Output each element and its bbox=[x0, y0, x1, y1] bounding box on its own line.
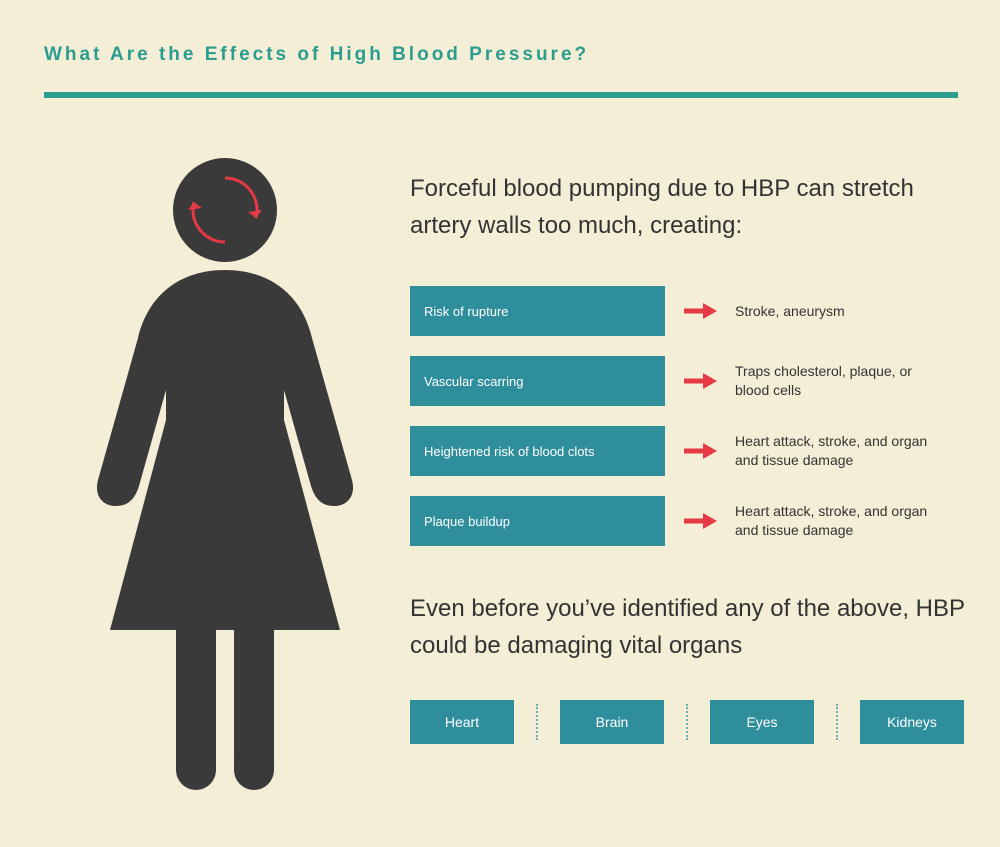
arrow-icon bbox=[665, 443, 735, 459]
effect-result: Heart attack, stroke, and organ and tiss… bbox=[735, 502, 945, 540]
effect-label-box: Risk of rupture bbox=[410, 286, 665, 336]
title-underline bbox=[44, 92, 958, 98]
effect-label-box: Plaque buildup bbox=[410, 496, 665, 546]
effect-row: Risk of rupture Stroke, aneurysm bbox=[410, 282, 970, 340]
organ-pill: Eyes bbox=[710, 700, 814, 744]
organs-list: Heart Brain Eyes Kidneys bbox=[410, 700, 970, 744]
human-figure-svg bbox=[80, 150, 370, 790]
effect-label-box: Heightened risk of blood clots bbox=[410, 426, 665, 476]
organs-intro-text: Even before you’ve identified any of the… bbox=[410, 590, 970, 664]
effects-list: Risk of rupture Stroke, aneurysm Vascula… bbox=[410, 282, 970, 562]
arrow-icon bbox=[665, 303, 735, 319]
effect-row: Vascular scarring Traps cholesterol, pla… bbox=[410, 352, 970, 410]
organ-pill: Brain bbox=[560, 700, 664, 744]
effect-label-box: Vascular scarring bbox=[410, 356, 665, 406]
organ-pill: Kidneys bbox=[860, 700, 964, 744]
effect-result: Heart attack, stroke, and organ and tiss… bbox=[735, 432, 945, 470]
human-figure bbox=[80, 150, 370, 790]
organ-separator bbox=[836, 704, 838, 740]
organ-separator bbox=[686, 704, 688, 740]
effect-row: Plaque buildup Heart attack, stroke, and… bbox=[410, 492, 970, 550]
arrow-icon bbox=[665, 513, 735, 529]
effect-row: Heightened risk of blood clots Heart att… bbox=[410, 422, 970, 480]
effect-result: Traps cholesterol, plaque, or blood cell… bbox=[735, 362, 945, 400]
arrow-icon bbox=[665, 373, 735, 389]
intro-text: Forceful blood pumping due to HBP can st… bbox=[410, 170, 950, 244]
page-title: What Are the Effects of High Blood Press… bbox=[44, 44, 589, 66]
organ-pill: Heart bbox=[410, 700, 514, 744]
effect-result: Stroke, aneurysm bbox=[735, 302, 945, 321]
organ-separator bbox=[536, 704, 538, 740]
